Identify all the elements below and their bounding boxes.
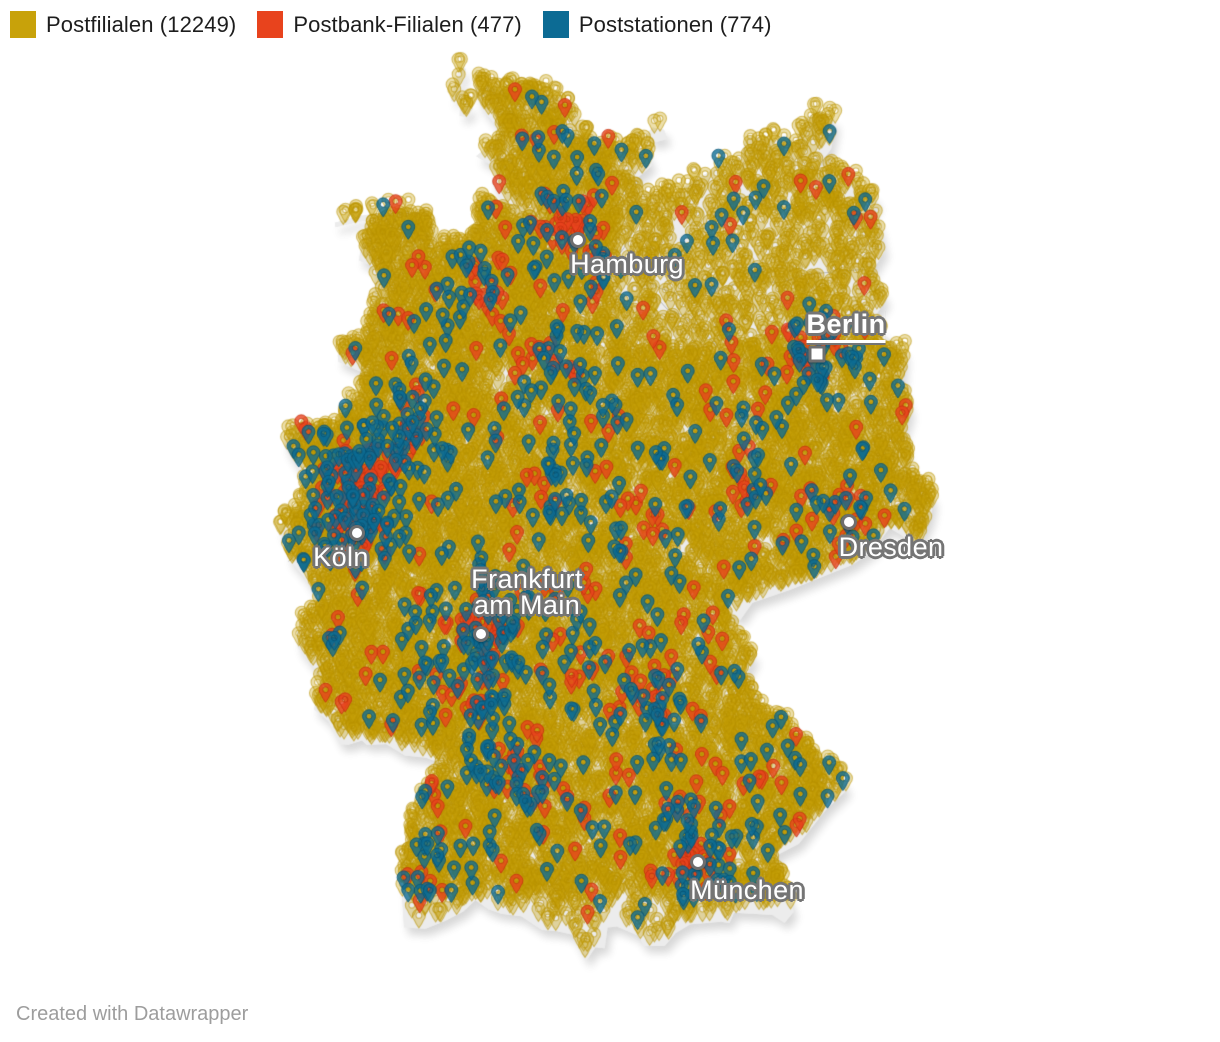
legend-item-postbank-filialen: Postbank-Filialen (477) — [257, 11, 522, 38]
poststationen-label: Poststationen (774) — [578, 11, 772, 37]
legend-item-postfilialen: Postfilialen (12249) — [10, 11, 236, 38]
legend-item-poststationen: Poststationen (774) — [542, 11, 772, 38]
postbank-filialen-label: Postbank-Filialen (477) — [293, 11, 522, 37]
legend: Postfilialen (12249) Postbank-Filialen (… — [10, 11, 772, 38]
attribution: Created with Datawrapper — [16, 1003, 249, 1025]
postfilialen-label: Postfilialen (12249) — [46, 11, 237, 37]
poststationen-swatch — [542, 11, 569, 38]
postbank-filialen-swatch — [257, 11, 284, 38]
postfilialen-swatch — [10, 11, 36, 38]
